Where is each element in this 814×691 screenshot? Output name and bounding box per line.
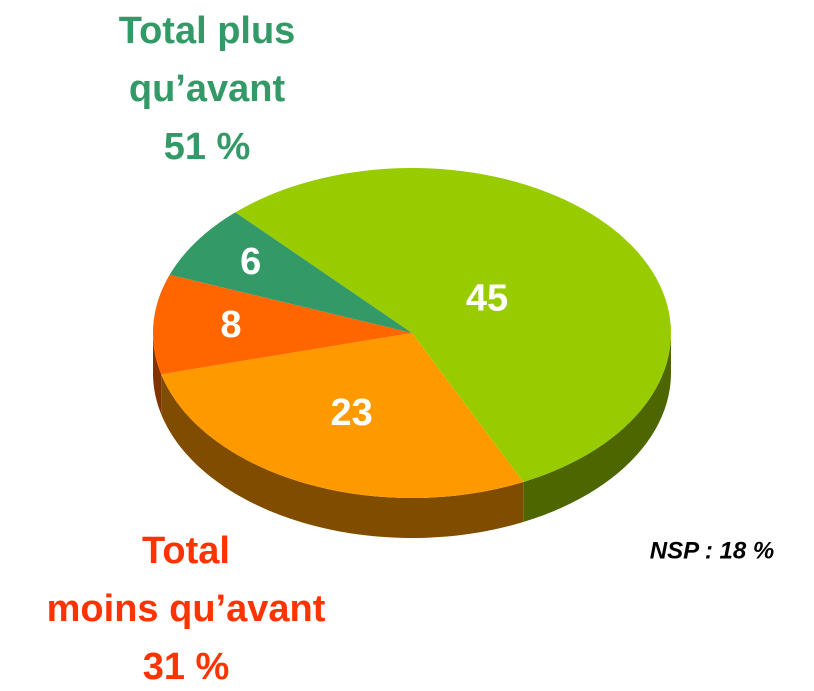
value-label: 45 bbox=[466, 278, 508, 320]
annotation: 51 % bbox=[164, 126, 251, 168]
annotation: 31 % bbox=[143, 646, 230, 686]
annotation: qu’avant bbox=[129, 68, 286, 110]
value-label: 6 bbox=[240, 241, 261, 283]
slice-side bbox=[161, 374, 524, 538]
value-label: 23 bbox=[331, 392, 373, 434]
slice bbox=[169, 212, 412, 333]
slice-side bbox=[153, 332, 162, 415]
annotation: NSP : 18 % bbox=[650, 537, 775, 564]
slice bbox=[161, 333, 524, 498]
annotation: Total bbox=[142, 530, 230, 572]
annotation: moins qu’avant bbox=[47, 588, 326, 630]
slice bbox=[153, 274, 412, 375]
slice bbox=[235, 168, 671, 483]
slice-side bbox=[523, 334, 671, 523]
annotation: Total plus bbox=[119, 10, 296, 52]
value-label: 8 bbox=[220, 304, 241, 346]
